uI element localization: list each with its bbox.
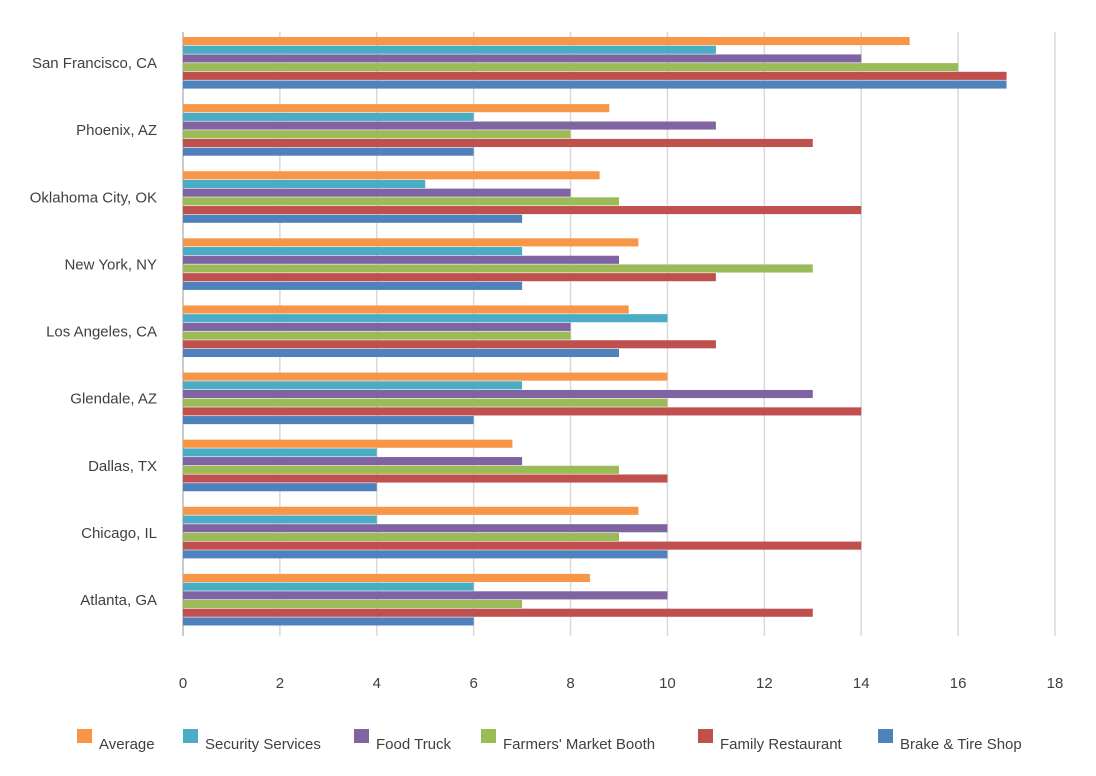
y-axis-categories: San Francisco, CA Phoenix, AZ Oklahoma Cit… — [30, 55, 157, 609]
legend-swatch — [183, 729, 198, 743]
bar — [183, 112, 474, 121]
bar — [183, 348, 619, 358]
legend-swatch — [77, 729, 92, 743]
bar — [183, 608, 813, 617]
bar — [183, 281, 523, 290]
x-tick-label: 12 — [756, 675, 773, 692]
category-label: Atlanta, GA — [80, 592, 157, 609]
category-label: Dallas, TX — [88, 458, 157, 475]
x-tick-label: 16 — [950, 675, 967, 692]
bar — [183, 206, 862, 215]
bar — [183, 45, 716, 54]
bar — [183, 591, 668, 600]
category-label: Oklahoma City, OK — [30, 189, 157, 206]
bar — [183, 617, 474, 626]
bar — [183, 573, 590, 582]
x-tick-label: 8 — [566, 675, 574, 692]
legend-label: Food Truck — [376, 736, 452, 753]
bar — [183, 179, 426, 189]
bar — [183, 138, 813, 148]
bar — [183, 381, 523, 390]
legend-label: Family Restaurant — [720, 736, 843, 753]
bar — [183, 372, 668, 381]
bar — [183, 474, 668, 483]
bar — [183, 550, 668, 559]
bar — [183, 130, 571, 139]
bar — [183, 197, 619, 206]
bar — [183, 532, 619, 541]
bar — [183, 71, 1007, 80]
category-label: Glendale, AZ — [70, 391, 157, 408]
category-label: New York, NY — [64, 256, 157, 273]
bar — [183, 416, 474, 425]
bar — [183, 506, 639, 515]
bar — [183, 398, 668, 407]
bar — [183, 104, 610, 113]
bar — [183, 515, 377, 524]
bar — [183, 407, 862, 416]
bar — [183, 541, 862, 550]
bar — [183, 188, 571, 197]
bar — [183, 582, 474, 591]
legend-label: Security Services — [205, 736, 321, 753]
bar — [183, 448, 377, 457]
bar — [183, 147, 474, 156]
bar — [183, 247, 523, 256]
bar — [183, 305, 629, 314]
legend-swatch — [481, 729, 496, 743]
bar — [183, 483, 377, 492]
x-tick-label: 4 — [373, 675, 381, 692]
bar — [183, 171, 600, 180]
x-tick-label: 14 — [853, 675, 870, 692]
bar — [183, 331, 571, 340]
category-label: Chicago, IL — [81, 525, 157, 542]
bar — [183, 54, 862, 63]
bar — [183, 273, 716, 282]
bar — [183, 439, 513, 448]
x-axis-ticks: 0 2 4 6 8 10 12 14 16 18 — [179, 675, 1064, 692]
bar — [183, 121, 716, 130]
category-label: Phoenix, AZ — [76, 122, 157, 139]
category-label: San Francisco, CA — [32, 55, 157, 72]
x-tick-label: 0 — [179, 675, 187, 692]
legend-swatch — [698, 729, 713, 743]
bar — [183, 322, 571, 331]
category-label: Los Angeles, CA — [46, 324, 157, 341]
x-tick-label: 6 — [469, 675, 477, 692]
bar — [183, 465, 619, 474]
x-tick-label: 18 — [1047, 675, 1064, 692]
bar — [183, 389, 813, 399]
bar — [183, 457, 523, 466]
legend-label: Average — [99, 736, 155, 753]
x-tick-label: 2 — [276, 675, 284, 692]
bar — [183, 599, 523, 609]
bar — [183, 524, 668, 533]
x-tick-label: 10 — [659, 675, 676, 692]
legend-label: Farmers' Market Booth — [503, 736, 655, 753]
bar — [183, 80, 1007, 89]
bars — [183, 37, 1007, 626]
bar — [183, 63, 959, 72]
legend-swatch — [878, 729, 893, 743]
bar — [183, 264, 813, 273]
bar — [183, 340, 716, 349]
bar — [183, 238, 639, 247]
bar — [183, 214, 523, 223]
legend-swatch — [354, 729, 369, 743]
legend: Average Security Services Food Truck Farmer… — [77, 729, 1022, 753]
bar — [183, 314, 668, 323]
bar — [183, 255, 619, 264]
bar — [183, 37, 910, 46]
legend-label: Brake & Tire Shop — [900, 736, 1022, 753]
